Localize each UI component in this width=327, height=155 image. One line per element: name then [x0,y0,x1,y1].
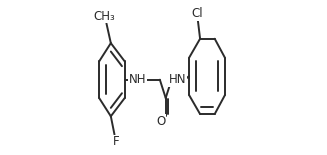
Text: O: O [156,115,165,128]
Text: HN: HN [169,73,186,86]
Text: CH₃: CH₃ [94,10,115,23]
Text: NH: NH [129,73,146,86]
Text: Cl: Cl [191,7,203,20]
Text: F: F [112,135,119,148]
